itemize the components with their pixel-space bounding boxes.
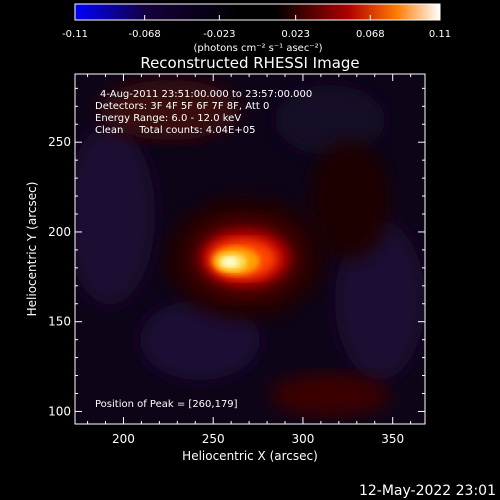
colorbar-ticks: -0.11 -0.068 -0.023 0.023 0.068 0.11 bbox=[62, 15, 451, 40]
peak-position-label: Position of Peak = [260,179] bbox=[95, 399, 238, 410]
plot-frame bbox=[74, 73, 426, 425]
x-axis-label: Heliocentric X (arcsec) bbox=[182, 449, 318, 463]
chart-title: Reconstructed RHESSI Image bbox=[140, 54, 359, 72]
colorbar-tick-label: 0.11 bbox=[429, 29, 451, 40]
x-tick-label: 250 bbox=[202, 432, 225, 446]
colorbar-tick-label: 0.023 bbox=[281, 29, 310, 40]
colorbar bbox=[74, 3, 441, 21]
colorbar-tick-label: -0.11 bbox=[62, 29, 88, 40]
y-tick-label: 100 bbox=[48, 404, 71, 418]
x-tick-label: 300 bbox=[291, 432, 314, 446]
annotation-block: 4-Aug-2011 23:51:00.000 to 23:57:00.000D… bbox=[95, 89, 312, 136]
annotation-line: Detectors: 3F 4F 5F 6F 7F 8F, Att 0 bbox=[95, 101, 269, 112]
annotation-line: Energy Range: 6.0 - 12.0 keV bbox=[95, 113, 241, 124]
heatmap-image bbox=[75, 74, 425, 424]
y-tick-label: 250 bbox=[48, 135, 71, 149]
y-tick-label: 200 bbox=[48, 225, 71, 239]
y-tick-label: 150 bbox=[48, 315, 71, 329]
colorbar-tick-label: -0.023 bbox=[203, 29, 235, 40]
x-tick-label: 200 bbox=[112, 432, 135, 446]
colorbar-unit-label: (photons cm⁻² s⁻¹ asec⁻²) bbox=[193, 43, 322, 54]
annotation-line: Clean Total counts: 4.04E+05 bbox=[95, 125, 255, 136]
axis-ticks: 200 250 300 350 100 150 200 250 bbox=[48, 74, 425, 446]
x-tick-label: 350 bbox=[381, 432, 404, 446]
colorbar-tick-label: 0.068 bbox=[356, 29, 385, 40]
y-axis-label: Heliocentric Y (arcsec) bbox=[25, 182, 39, 317]
colorbar-tick-label: -0.068 bbox=[129, 29, 161, 40]
annotation-line: 4-Aug-2011 23:51:00.000 to 23:57:00.000 bbox=[100, 89, 312, 100]
footer-date: 12-May-2022 23:01 bbox=[359, 483, 496, 499]
